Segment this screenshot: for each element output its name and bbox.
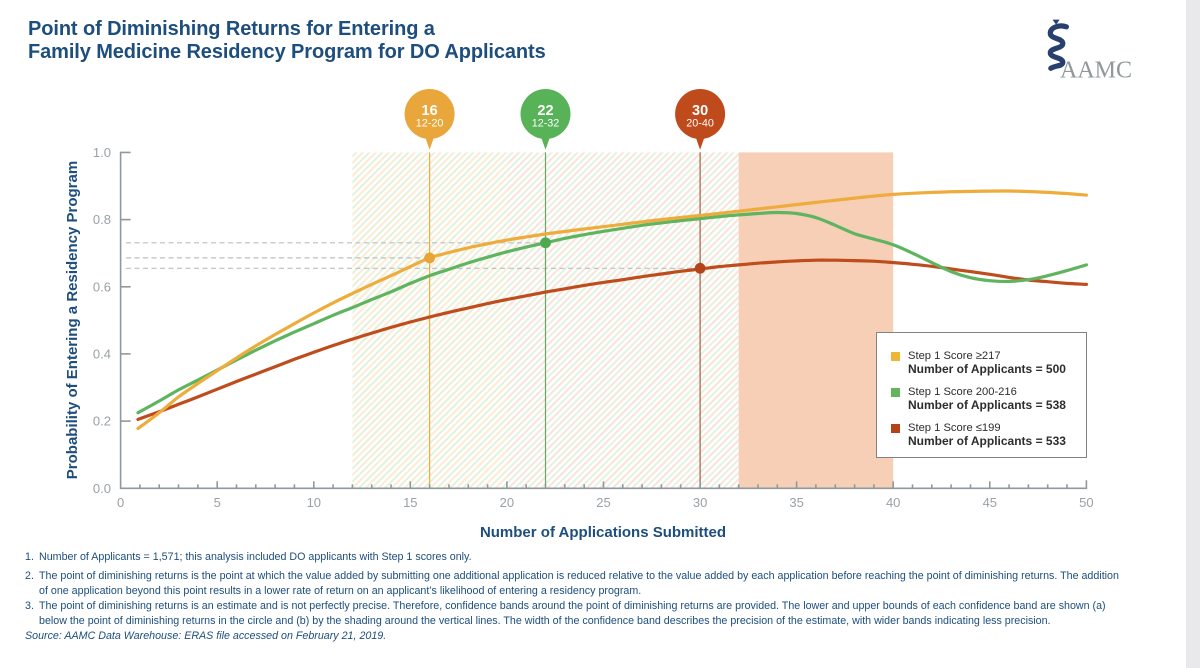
- svg-text:12-32: 12-32: [532, 118, 560, 130]
- svg-text:Number of Applications Submitt: Number of Applications Submitted: [480, 524, 726, 541]
- svg-text:22: 22: [537, 103, 553, 119]
- svg-text:45: 45: [983, 495, 997, 510]
- svg-text:20: 20: [500, 495, 514, 510]
- svg-text:25: 25: [596, 495, 610, 510]
- svg-text:AAMC: AAMC: [1060, 58, 1132, 84]
- svg-text:0: 0: [117, 495, 124, 510]
- svg-text:50: 50: [1079, 495, 1093, 510]
- svg-text:20-40: 20-40: [686, 118, 714, 130]
- svg-text:1.0: 1.0: [93, 145, 111, 160]
- svg-text:5: 5: [214, 495, 221, 510]
- svg-text:10: 10: [307, 495, 321, 510]
- svg-text:30: 30: [693, 495, 707, 510]
- svg-text:40: 40: [886, 495, 900, 510]
- svg-text:0.2: 0.2: [93, 414, 111, 429]
- svg-text:16: 16: [422, 103, 438, 119]
- svg-text:30: 30: [692, 103, 708, 119]
- svg-text:0.0: 0.0: [93, 481, 111, 496]
- svg-text:12-20: 12-20: [416, 118, 444, 130]
- svg-text:0.8: 0.8: [93, 212, 111, 227]
- svg-text:35: 35: [789, 495, 803, 510]
- svg-text:0.6: 0.6: [93, 279, 111, 294]
- svg-text:0.4: 0.4: [93, 347, 111, 362]
- svg-text:Probability of Entering a Resi: Probability of Entering a Residency Prog…: [64, 161, 81, 479]
- svg-text:15: 15: [403, 495, 417, 510]
